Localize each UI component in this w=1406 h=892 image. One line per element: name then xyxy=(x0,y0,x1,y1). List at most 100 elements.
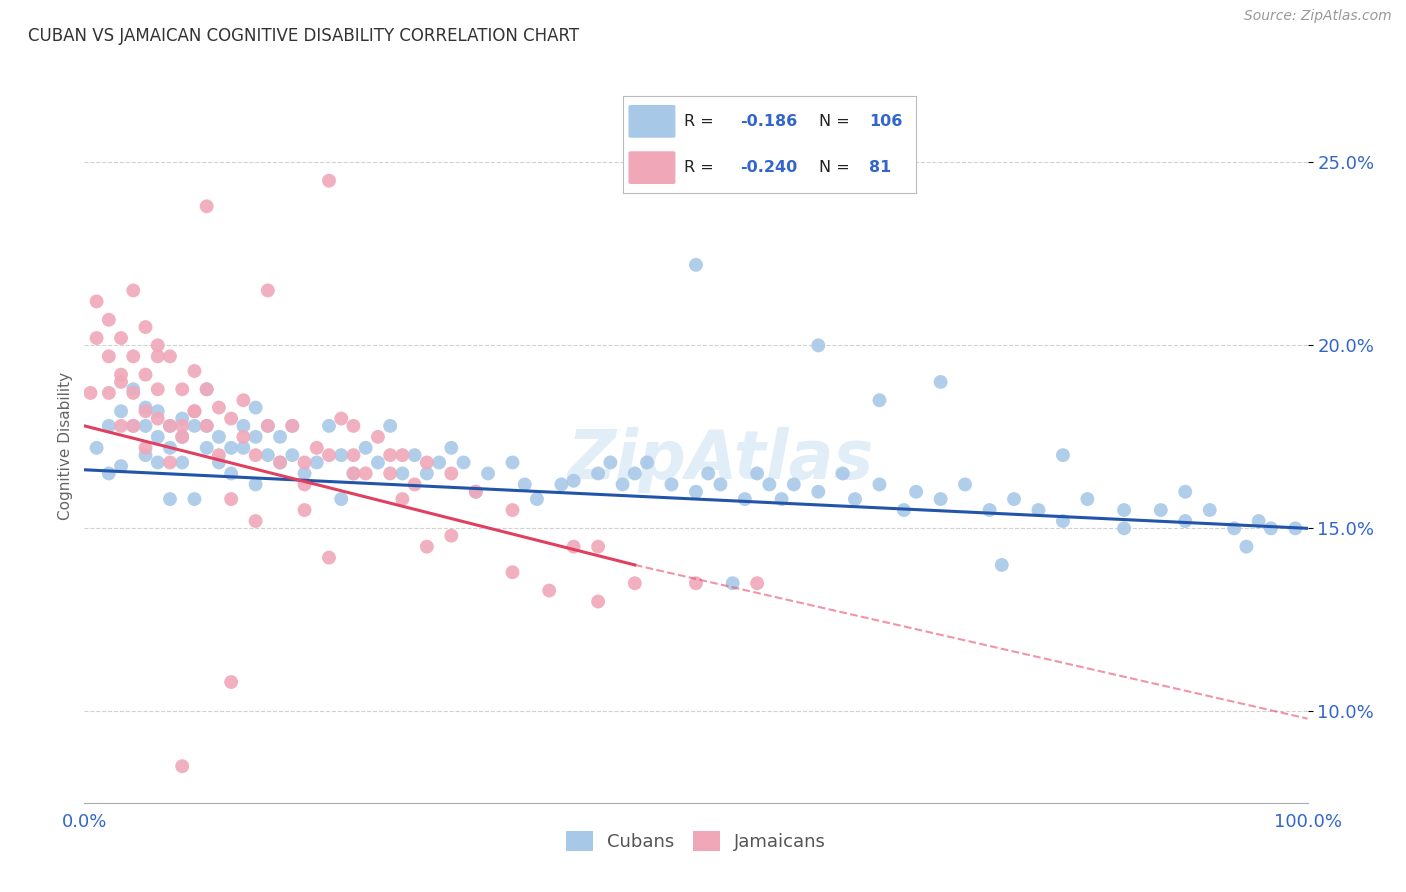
Point xyxy=(146,404,169,418)
Point xyxy=(1223,521,1246,535)
Point xyxy=(122,382,145,396)
Point xyxy=(159,349,181,363)
Point xyxy=(1150,503,1173,517)
Text: Source: ZipAtlas.com: Source: ZipAtlas.com xyxy=(1244,9,1392,23)
Point xyxy=(709,477,731,491)
Point xyxy=(747,467,769,481)
Point xyxy=(464,484,486,499)
Point xyxy=(146,411,169,425)
Point xyxy=(391,448,413,462)
Point xyxy=(905,484,928,499)
Point xyxy=(97,386,120,401)
Point xyxy=(342,448,364,462)
Point xyxy=(991,558,1014,572)
Point xyxy=(1114,521,1136,535)
Point xyxy=(697,467,720,481)
Point xyxy=(318,550,340,565)
Point xyxy=(526,491,548,506)
Point xyxy=(195,418,218,433)
Point xyxy=(1174,514,1197,528)
Point xyxy=(586,594,609,608)
Point xyxy=(380,418,402,433)
Point xyxy=(86,294,108,309)
Point xyxy=(232,393,254,408)
Point xyxy=(110,368,132,382)
Point xyxy=(380,467,402,481)
Point xyxy=(367,455,389,469)
Point xyxy=(721,576,744,591)
Point xyxy=(245,477,267,491)
Point xyxy=(294,503,316,517)
Point xyxy=(146,349,169,363)
Legend: Cubans, Jamaicans: Cubans, Jamaicans xyxy=(558,823,834,858)
Point xyxy=(110,404,132,418)
Point xyxy=(367,430,389,444)
Point xyxy=(281,418,304,433)
Point xyxy=(172,430,194,444)
Point xyxy=(110,459,132,474)
Point xyxy=(513,477,536,491)
Point xyxy=(219,411,242,425)
Point xyxy=(979,503,1001,517)
Point xyxy=(416,540,439,554)
Point xyxy=(294,467,316,481)
Point xyxy=(929,491,952,506)
Point xyxy=(685,258,707,272)
Point xyxy=(305,455,328,469)
Point xyxy=(330,448,353,462)
Text: ZipAtlas: ZipAtlas xyxy=(567,427,873,493)
Point xyxy=(208,455,231,469)
Point xyxy=(404,477,426,491)
Point xyxy=(232,430,254,444)
Point xyxy=(195,382,218,396)
Point xyxy=(612,477,634,491)
Point xyxy=(1284,521,1306,535)
Point xyxy=(869,477,891,491)
Point xyxy=(734,491,756,506)
Point xyxy=(146,455,169,469)
Point xyxy=(219,675,242,690)
Point xyxy=(440,467,463,481)
Point xyxy=(427,455,450,469)
Point xyxy=(172,430,194,444)
Point xyxy=(354,441,377,455)
Point xyxy=(110,418,132,433)
Point xyxy=(110,331,132,345)
Point xyxy=(294,477,316,491)
Point xyxy=(1236,540,1258,554)
Point xyxy=(391,467,413,481)
Point xyxy=(1198,503,1220,517)
Point xyxy=(219,441,242,455)
Point xyxy=(844,491,866,506)
Point xyxy=(1052,514,1074,528)
Point xyxy=(342,467,364,481)
Point xyxy=(599,455,621,469)
Point xyxy=(159,418,181,433)
Point xyxy=(404,448,426,462)
Point xyxy=(758,477,780,491)
Point xyxy=(1002,491,1025,506)
Point xyxy=(135,401,157,415)
Point xyxy=(245,430,267,444)
Point xyxy=(893,503,915,517)
Text: CUBAN VS JAMAICAN COGNITIVE DISABILITY CORRELATION CHART: CUBAN VS JAMAICAN COGNITIVE DISABILITY C… xyxy=(28,27,579,45)
Point xyxy=(831,467,853,481)
Point xyxy=(538,583,561,598)
Point xyxy=(294,455,316,469)
Point xyxy=(747,576,769,591)
Point xyxy=(783,477,806,491)
Point xyxy=(208,401,231,415)
Point xyxy=(685,484,707,499)
Point xyxy=(245,401,267,415)
Point xyxy=(172,455,194,469)
Point xyxy=(807,484,830,499)
Point xyxy=(195,199,218,213)
Point xyxy=(110,375,132,389)
Point xyxy=(183,404,205,418)
Point xyxy=(562,540,585,554)
Point xyxy=(257,418,280,433)
Point xyxy=(195,382,218,396)
Point xyxy=(269,455,291,469)
Point xyxy=(586,540,609,554)
Point xyxy=(1174,484,1197,499)
